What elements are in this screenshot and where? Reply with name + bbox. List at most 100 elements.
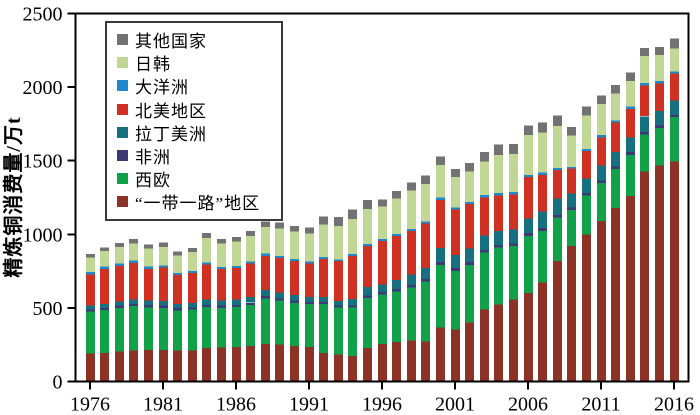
bar-segment-2010 bbox=[582, 106, 591, 116]
bar-segment-2004 bbox=[494, 154, 503, 194]
bar-segment-1991 bbox=[305, 227, 314, 234]
bar-segment-2006 bbox=[524, 177, 533, 219]
bar-segment-1984 bbox=[202, 264, 211, 300]
bar-segment-2003 bbox=[480, 250, 489, 253]
bar-segment-1977 bbox=[100, 352, 109, 382]
bar-segment-2012 bbox=[611, 85, 620, 94]
bar-segment-2013 bbox=[626, 137, 635, 153]
bar-segment-2002 bbox=[465, 204, 474, 249]
bar-segment-2006 bbox=[524, 235, 533, 294]
bar-segment-2008 bbox=[553, 167, 562, 170]
bar-segment-1982 bbox=[173, 274, 182, 305]
bar-segment-2001 bbox=[451, 168, 460, 177]
bar-segment-2006 bbox=[524, 174, 533, 178]
bar-segment-1982 bbox=[173, 304, 182, 309]
bar-segment-1997 bbox=[392, 342, 401, 382]
bar-segment-1999 bbox=[421, 223, 430, 268]
bar-segment-1980 bbox=[144, 307, 153, 350]
bar-segment-2007 bbox=[538, 132, 547, 173]
bar-segment-2005 bbox=[509, 299, 518, 382]
bar-segment-2013 bbox=[626, 72, 635, 81]
bar-segment-1990 bbox=[290, 231, 299, 260]
bar-segment-2014 bbox=[640, 85, 649, 117]
bar-segment-1998 bbox=[407, 274, 416, 285]
bar-segment-1999 bbox=[421, 341, 430, 382]
bar-segment-2003 bbox=[480, 235, 489, 251]
y-axis-title: 精炼铜消费量/万t bbox=[3, 116, 25, 278]
bar-segment-1979 bbox=[129, 262, 138, 300]
bar-segment-2015 bbox=[655, 46, 664, 56]
bar-segment-2016 bbox=[670, 38, 679, 49]
bar-segment-1978 bbox=[115, 247, 124, 264]
bar-segment-1993 bbox=[334, 305, 343, 308]
bar-segment-1983 bbox=[188, 252, 197, 271]
legend-item: 其他国家 bbox=[117, 28, 273, 51]
bar-segment-1988 bbox=[261, 255, 270, 291]
bar-segment-1988 bbox=[261, 227, 270, 254]
legend-item-label: 大洋洲 bbox=[135, 78, 189, 98]
bar-segment-2003 bbox=[480, 197, 489, 236]
bar-segment-1998 bbox=[407, 287, 416, 341]
bar-segment-1979 bbox=[129, 306, 138, 351]
bar-segment-2006 bbox=[524, 125, 533, 136]
bar-segment-1980 bbox=[144, 244, 153, 249]
bar-segment-1996 bbox=[378, 284, 387, 292]
bar-segment-2014 bbox=[640, 171, 649, 382]
bar-segment-1994 bbox=[348, 307, 357, 357]
bar-segment-2000 bbox=[436, 248, 445, 263]
bar-segment-2004 bbox=[494, 230, 503, 245]
legend-item: 拉丁美洲 bbox=[117, 121, 273, 144]
bar-segment-2001 bbox=[451, 176, 460, 208]
bar-segment-1976 bbox=[86, 305, 95, 310]
bar-segment-1998 bbox=[407, 231, 416, 275]
bar-segment-2011 bbox=[597, 104, 606, 136]
bar-segment-1994 bbox=[348, 356, 357, 382]
bar-segment-2009 bbox=[567, 193, 576, 208]
y-tick-label: 2000 bbox=[23, 77, 63, 99]
bar-segment-1985 bbox=[217, 243, 226, 267]
y-tick-label: 0 bbox=[53, 372, 63, 394]
bar-segment-1989 bbox=[275, 228, 284, 256]
bar-segment-2008 bbox=[553, 115, 562, 126]
bar-segment-2009 bbox=[567, 207, 576, 211]
bar-segment-2013 bbox=[626, 196, 635, 382]
bar-segment-2013 bbox=[626, 80, 635, 107]
bar-segment-2000 bbox=[436, 264, 445, 328]
bar-segment-1997 bbox=[392, 236, 401, 280]
bar-segment-1984 bbox=[202, 299, 211, 305]
bar-segment-2001 bbox=[451, 268, 460, 271]
bar-segment-1999 bbox=[421, 281, 430, 342]
bar-segment-2016 bbox=[670, 117, 679, 162]
bar-segment-1990 bbox=[290, 294, 299, 301]
bar-segment-1984 bbox=[202, 304, 211, 308]
bar-segment-1996 bbox=[378, 206, 387, 239]
bar-segment-1983 bbox=[188, 247, 197, 253]
bar-segment-2008 bbox=[553, 261, 562, 382]
bar-segment-2004 bbox=[494, 195, 503, 231]
bar-segment-2012 bbox=[611, 166, 620, 169]
bar-segment-2016 bbox=[670, 114, 679, 118]
bar-segment-2004 bbox=[494, 247, 503, 305]
bar-segment-1998 bbox=[407, 284, 416, 288]
bar-segment-2016 bbox=[670, 73, 679, 101]
bar-segment-1976 bbox=[86, 311, 95, 354]
bar-segment-1994 bbox=[348, 209, 357, 219]
bar-segment-1999 bbox=[421, 175, 430, 184]
bar-segment-1997 bbox=[392, 279, 401, 289]
bar-segment-1981 bbox=[159, 247, 168, 266]
bar-segment-1979 bbox=[129, 260, 138, 263]
bar-segment-2002 bbox=[465, 322, 474, 382]
bar-segment-1996 bbox=[378, 292, 387, 295]
bar-segment-2013 bbox=[626, 106, 635, 109]
bar-segment-1990 bbox=[290, 225, 299, 232]
bar-segment-1981 bbox=[159, 242, 168, 248]
bar-segment-1998 bbox=[407, 190, 416, 229]
bar-segment-1996 bbox=[378, 238, 387, 241]
bar-segment-2015 bbox=[655, 81, 664, 84]
bar-segment-1983 bbox=[188, 309, 197, 351]
bar-segment-2010 bbox=[582, 149, 591, 151]
bar-segment-1979 bbox=[129, 238, 138, 244]
bar-segment-1987 bbox=[246, 261, 255, 264]
bar-segment-1994 bbox=[348, 218, 357, 255]
